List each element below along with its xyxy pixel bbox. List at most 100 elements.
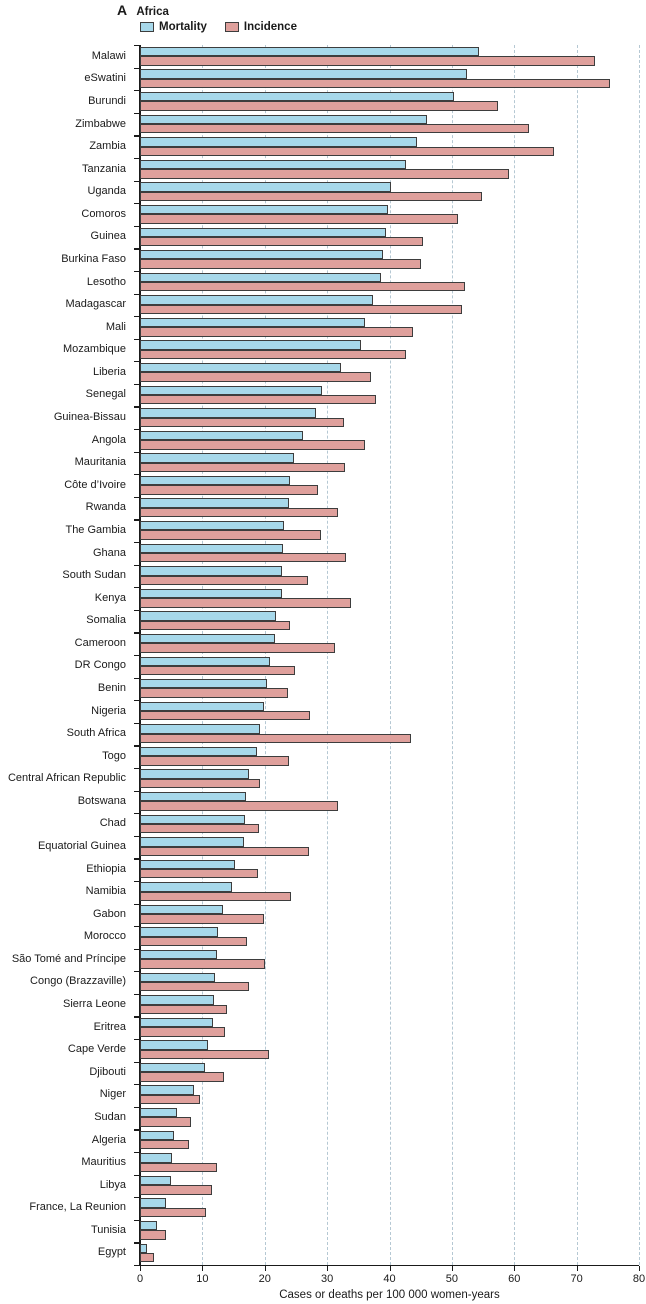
y-axis-tick <box>134 1016 140 1018</box>
category-label: Angola <box>91 433 126 446</box>
category-label: France, La Reunion <box>29 1201 126 1214</box>
category-label: Comoros <box>81 207 126 220</box>
incidence-bar <box>140 981 249 992</box>
incidence-bar <box>140 1185 213 1195</box>
gridline <box>202 45 204 1265</box>
country-row: Zimbabwe <box>0 113 646 136</box>
mortality-bar <box>140 1040 208 1050</box>
legend-label-mortality: Mortality <box>159 21 207 33</box>
y-axis-tick <box>134 790 140 792</box>
incidence-bar <box>140 553 346 563</box>
y-axis-tick <box>134 700 140 702</box>
y-axis-tick <box>134 564 140 566</box>
incidence-bar <box>140 214 459 224</box>
x-axis-tick-label: 30 <box>321 1273 334 1285</box>
mortality-bar <box>140 227 386 237</box>
category-label: Niger <box>99 1088 126 1101</box>
mortality-bar <box>140 453 295 463</box>
country-row: Burundi <box>0 90 646 113</box>
gridline <box>389 45 391 1265</box>
mortality-bar <box>140 385 323 395</box>
x-axis-tick-label: 60 <box>508 1273 521 1285</box>
country-row: Congo (Brazzaville) <box>0 971 646 994</box>
gridline <box>514 45 516 1265</box>
country-row: Algeria <box>0 1129 646 1152</box>
incidence-swatch-icon <box>224 22 239 32</box>
incidence-bar <box>140 711 310 721</box>
bar-group <box>140 293 639 316</box>
chart-rows: Malawi eSwatini Burundi Zimbabwe Zambia Tanza… <box>0 45 646 1264</box>
mortality-bar <box>140 611 276 621</box>
country-row: Burkina Faso <box>0 248 646 271</box>
y-axis-tick <box>134 270 140 273</box>
category-label: Libya <box>99 1178 126 1191</box>
category-label: Burundi <box>88 94 126 107</box>
category-label: Tunisia <box>90 1223 126 1236</box>
country-row: Mozambique <box>0 339 646 362</box>
country-row: Guinea-Bissau <box>0 406 646 429</box>
y-axis-tick <box>134 1152 140 1154</box>
category-label: Rwanda <box>85 501 126 514</box>
bar-group <box>140 474 639 497</box>
legend-item-incidence: Incidence <box>224 21 297 33</box>
mortality-bar <box>140 250 384 260</box>
y-axis-tick <box>134 90 140 92</box>
y-axis-tick <box>134 203 140 205</box>
category-label: Uganda <box>87 185 126 198</box>
y-axis-tick <box>134 135 140 137</box>
category-label: Burkina Faso <box>61 252 126 265</box>
incidence-bar <box>140 869 258 879</box>
country-row: DR Congo <box>0 655 646 678</box>
mortality-bar <box>140 362 341 373</box>
mortality-bar <box>140 950 217 960</box>
y-axis-tick <box>134 903 140 905</box>
category-label: Tanzania <box>81 162 126 175</box>
country-row: Equatorial Guinea <box>0 835 646 858</box>
category-label: Morocco <box>83 930 126 943</box>
category-label: Cape Verde <box>67 1043 126 1056</box>
category-label: Sierra Leone <box>63 998 126 1011</box>
y-axis-tick <box>134 429 140 431</box>
incidence-bar <box>140 124 529 134</box>
bar-group <box>140 316 639 339</box>
mortality-bar <box>140 1153 173 1163</box>
category-label: Guinea-Bissau <box>53 411 126 424</box>
country-row: Mauritius <box>0 1151 646 1174</box>
panel-title: Africa <box>136 6 169 18</box>
bar-group <box>140 113 639 136</box>
mortality-bar <box>140 272 382 283</box>
category-label: Egypt <box>97 1246 126 1259</box>
mortality-bar <box>140 656 271 666</box>
y-axis-tick <box>134 45 140 47</box>
bar-group <box>140 1151 639 1174</box>
panel-header: A Africa <box>117 2 169 18</box>
country-row: Côte d’Ivoire <box>0 474 646 497</box>
bar-group <box>140 406 639 429</box>
incidence-bar <box>140 1252 155 1263</box>
category-label: Malawi <box>91 49 126 62</box>
category-label: Benin <box>97 681 126 694</box>
x-axis-tick <box>327 1266 329 1272</box>
country-row: Mauritania <box>0 451 646 474</box>
mortality-bar <box>140 46 480 57</box>
bar-group <box>140 271 639 294</box>
y-axis-tick <box>134 835 140 837</box>
incidence-bar <box>140 1004 227 1014</box>
bar-group <box>140 519 639 542</box>
x-axis-tick-label: 50 <box>445 1273 458 1285</box>
mortality-bar <box>140 566 283 576</box>
incidence-bar <box>140 801 338 811</box>
country-row: Sudan <box>0 1106 646 1129</box>
bar-group <box>140 1084 639 1107</box>
y-axis-tick <box>134 1129 140 1131</box>
mortality-bar <box>140 69 467 79</box>
incidence-bar <box>140 1094 200 1105</box>
incidence-bar <box>140 56 595 66</box>
x-axis-tick <box>514 1266 516 1272</box>
y-axis-tick <box>134 1242 140 1244</box>
y-axis-tick <box>134 813 140 815</box>
panel-letter: A <box>117 2 128 18</box>
country-row: Nigeria <box>0 700 646 723</box>
gridline <box>639 45 640 1265</box>
country-row: Egypt <box>0 1242 646 1265</box>
